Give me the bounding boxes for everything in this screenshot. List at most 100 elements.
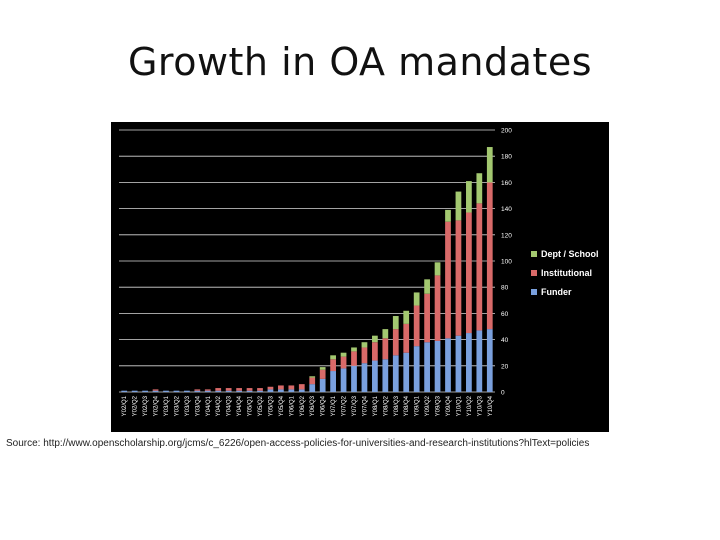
bar-segment-dept-school bbox=[455, 191, 462, 221]
x-tick-label: Y05/Q4 bbox=[279, 395, 285, 416]
slide-title: Growth in OA mandates bbox=[127, 40, 593, 84]
legend: Dept / School Institutional Funder bbox=[531, 249, 599, 297]
bar-segment-institutional bbox=[288, 385, 295, 390]
x-tick-label: Y05/Q3 bbox=[268, 395, 274, 416]
bar-segment-institutional bbox=[330, 359, 336, 372]
bar-segment-institutional bbox=[236, 388, 242, 391]
x-tick-label: Y10/Q1 bbox=[456, 395, 462, 416]
bar-segment-funder bbox=[413, 346, 420, 392]
bar-segment-institutional bbox=[434, 275, 441, 341]
bar-segment-dept-school bbox=[413, 292, 420, 306]
bars bbox=[121, 147, 493, 392]
bar-segment-funder bbox=[152, 390, 159, 392]
bar-segment-institutional bbox=[445, 221, 451, 339]
bar-segment-funder bbox=[131, 390, 138, 392]
bar-segment-funder bbox=[340, 368, 347, 392]
bar-segment-funder bbox=[236, 390, 242, 392]
bar-segment-institutional bbox=[215, 388, 222, 391]
x-tick-label: Y07/Q2 bbox=[342, 395, 348, 416]
x-tick-label: Y09/Q3 bbox=[436, 395, 442, 416]
x-tick-label: Y10/Q3 bbox=[477, 395, 483, 416]
bar-segment-institutional bbox=[382, 338, 389, 360]
bar-segment-dept-school bbox=[392, 316, 399, 330]
bar-segment-funder bbox=[215, 390, 222, 392]
bar-segment-funder bbox=[246, 390, 253, 392]
bar-segment-institutional bbox=[424, 293, 430, 343]
chart-svg: 0 20 40 60 80 100 120 140 160 180 200 Y02/Q1 Y02/Q2… bbox=[119, 128, 599, 416]
bar-segment-funder bbox=[225, 390, 232, 392]
x-tick-label: Y04/Q1 bbox=[206, 395, 212, 416]
bar-segment-institutional bbox=[194, 389, 201, 391]
x-axis-ticks: Y02/Q1 Y02/Q2 Y02/Q3 Y02/Q4 Y03/Q1 Y03/Q2 Y03/… bbox=[122, 395, 494, 416]
legend-label: Funder bbox=[541, 287, 572, 297]
bar-segment-dept-school bbox=[445, 209, 451, 222]
bar-segment-funder bbox=[330, 371, 336, 392]
x-tick-label: Y02/Q2 bbox=[133, 395, 139, 416]
legend-swatch bbox=[531, 251, 537, 257]
x-tick-label: Y05/Q2 bbox=[258, 395, 264, 416]
y-tick-label: 200 bbox=[501, 128, 512, 135]
x-tick-label: Y09/Q2 bbox=[425, 395, 431, 416]
bar-segment-institutional bbox=[319, 369, 326, 379]
stacked-bar-chart: 0 20 40 60 80 100 120 140 160 180 200 Y02/Q1 Y02/Q2… bbox=[111, 122, 609, 432]
bar-segment-institutional bbox=[455, 220, 462, 336]
source-citation: Source: http://www.openscholarship.org/j… bbox=[6, 438, 590, 449]
legend-swatch bbox=[531, 270, 537, 276]
bar-segment-dept-school bbox=[309, 376, 316, 378]
bar-segment-dept-school bbox=[476, 173, 483, 204]
x-tick-label: Y08/Q2 bbox=[383, 395, 389, 416]
x-tick-label: Y08/Q3 bbox=[394, 395, 400, 416]
bar-segment-funder bbox=[288, 389, 295, 392]
bar-segment-institutional bbox=[340, 356, 347, 369]
x-tick-label: Y05/Q1 bbox=[248, 395, 254, 416]
x-tick-label: Y02/Q4 bbox=[154, 395, 160, 416]
y-tick-label: 140 bbox=[501, 206, 512, 213]
bar-segment-funder bbox=[298, 389, 305, 392]
bar-segment-institutional bbox=[351, 351, 357, 366]
x-tick-label: Y04/Q4 bbox=[237, 395, 243, 416]
x-tick-label: Y06/Q3 bbox=[310, 395, 316, 416]
bar-segment-funder bbox=[319, 378, 326, 392]
bar-segment-institutional bbox=[278, 385, 284, 390]
bar-segment-funder bbox=[434, 340, 441, 392]
y-axis-ticks: 0 20 40 60 80 100 120 140 160 180 200 bbox=[501, 128, 512, 397]
bar-segment-institutional bbox=[246, 388, 253, 391]
x-tick-label: Y07/Q1 bbox=[331, 395, 337, 416]
x-tick-label: Y03/Q3 bbox=[185, 395, 191, 416]
bar-segment-institutional bbox=[392, 329, 399, 356]
bar-segment-institutional bbox=[372, 342, 378, 361]
legend-label: Dept / School bbox=[541, 249, 599, 259]
x-tick-label: Y09/Q1 bbox=[415, 395, 421, 416]
bar-segment-funder bbox=[142, 390, 148, 392]
x-tick-label: Y07/Q4 bbox=[362, 395, 368, 416]
bar-segment-dept-school bbox=[340, 352, 347, 357]
y-tick-label: 160 bbox=[501, 180, 512, 187]
bar-segment-dept-school bbox=[403, 310, 410, 324]
bar-segment-institutional bbox=[152, 389, 159, 391]
y-tick-label: 180 bbox=[501, 154, 512, 161]
legend-swatch bbox=[531, 289, 537, 295]
bar-segment-funder bbox=[424, 342, 430, 392]
y-tick-label: 60 bbox=[501, 311, 509, 318]
bar-segment-institutional bbox=[413, 305, 420, 347]
bar-segment-institutional bbox=[298, 384, 305, 390]
bar-segment-funder bbox=[204, 390, 211, 392]
bar-segment-funder bbox=[194, 390, 201, 392]
bar-segment-institutional bbox=[225, 388, 232, 391]
bar-segment-institutional bbox=[257, 388, 263, 391]
bar-segment-institutional bbox=[476, 203, 483, 331]
bar-segment-institutional bbox=[204, 389, 211, 391]
x-tick-label: Y03/Q4 bbox=[195, 395, 201, 416]
x-tick-label: Y03/Q2 bbox=[174, 395, 180, 416]
bar-segment-funder bbox=[372, 360, 378, 392]
y-tick-label: 0 bbox=[501, 390, 505, 397]
bar-segment-dept-school bbox=[486, 147, 493, 183]
bar-segment-funder bbox=[382, 359, 389, 392]
gridlines bbox=[119, 129, 495, 393]
bar-segment-funder bbox=[184, 390, 190, 392]
bar-segment-funder bbox=[163, 390, 169, 392]
bar-segment-dept-school bbox=[319, 367, 326, 370]
bar-segment-funder bbox=[278, 389, 284, 392]
bar-segment-dept-school bbox=[372, 335, 378, 343]
bar-segment-funder bbox=[486, 329, 493, 392]
